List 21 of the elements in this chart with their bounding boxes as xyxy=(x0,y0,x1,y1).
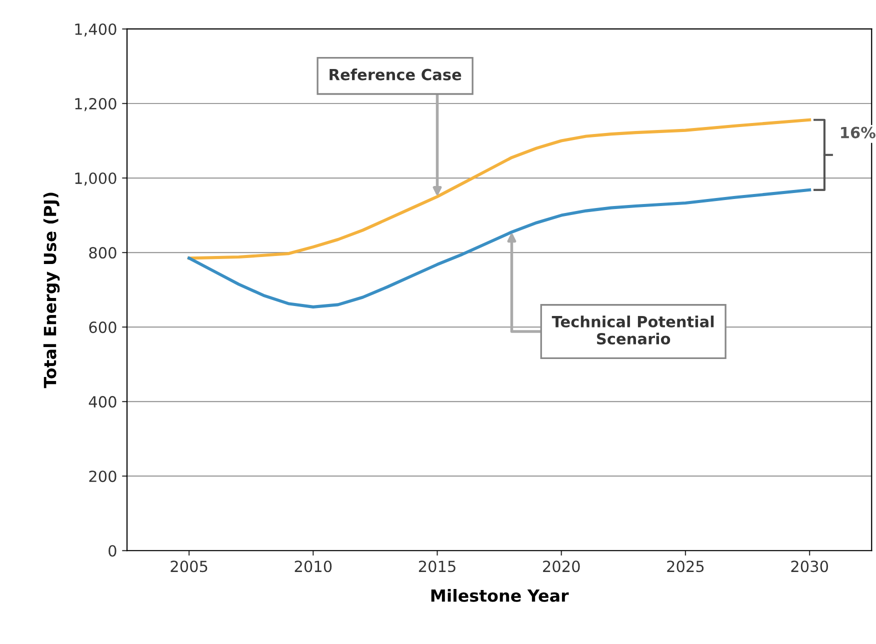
line-series xyxy=(188,188,812,308)
y-tick-label: 400 xyxy=(88,396,116,408)
x-tick-label: 2020 xyxy=(543,560,580,572)
y-tick-label: 1,400 xyxy=(75,23,116,37)
y-axis-title: Total Energy Use (PJ) xyxy=(43,192,60,388)
y-tick-label: 1,000 xyxy=(75,172,116,186)
x-tick-label: 2030 xyxy=(791,560,828,572)
annotation: Technical Potential Scenario xyxy=(552,316,714,345)
annotation: 16% xyxy=(841,126,876,138)
y-tick-label: 200 xyxy=(89,470,116,482)
y-tick-label: 1,200 xyxy=(75,98,116,112)
annotation: Reference Case xyxy=(330,68,462,80)
y-tick-label: 600 xyxy=(89,322,116,334)
x-tick-label: 2005 xyxy=(170,560,208,572)
x-tick-label: 2015 xyxy=(418,560,456,572)
line-series xyxy=(188,118,812,260)
x-axis-title: Milestone Year xyxy=(431,589,569,602)
x-tick-label: 2010 xyxy=(294,560,332,572)
y-tick-label: 800 xyxy=(89,247,116,259)
x-tick-label: 2025 xyxy=(667,560,704,572)
y-tick-label: 0 xyxy=(108,545,116,557)
